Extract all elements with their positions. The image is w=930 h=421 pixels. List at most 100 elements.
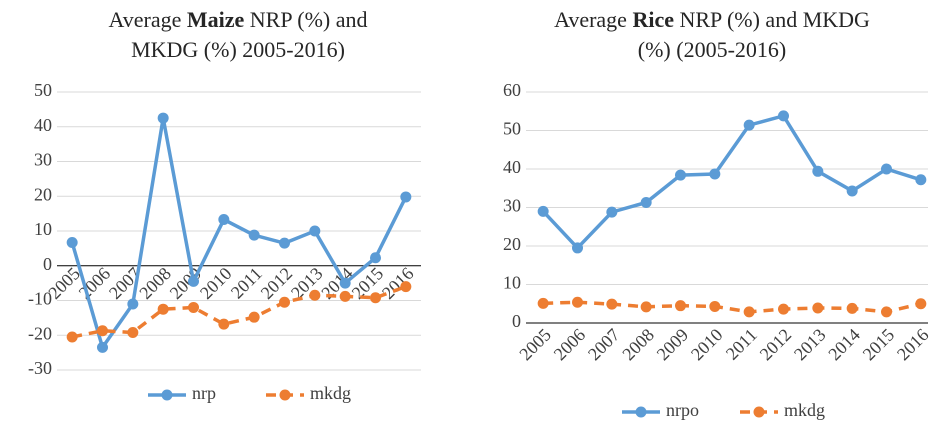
data-point [339, 290, 351, 302]
title-part: Average [108, 7, 186, 32]
chart-title: Average Maize NRP (%) and [108, 7, 367, 32]
y-tick-label: 30 [34, 150, 52, 170]
y-tick-label: 50 [34, 80, 52, 100]
y-tick-label: 0 [43, 254, 52, 274]
data-point [339, 277, 351, 289]
data-point [881, 163, 892, 175]
title-part: Maize [187, 7, 245, 32]
legend-marker [753, 406, 765, 418]
data-point [218, 214, 230, 226]
data-point [279, 237, 290, 249]
chart-title: Average Rice NRP (%) and MKDG [554, 7, 870, 32]
data-point [572, 242, 583, 254]
title-part: NRP (%) and [244, 7, 367, 32]
x-tick-label: 2016 [378, 263, 418, 303]
chart-title: (%) (2005-2016) [638, 37, 786, 62]
y-tick-label: 30 [503, 196, 521, 216]
x-tick-label: 2007 [584, 325, 624, 365]
data-point [812, 165, 824, 177]
chart-title: MKDG (%) 2005-2016) [131, 37, 345, 62]
y-tick-label: -30 [28, 358, 52, 378]
title-part: (%) (2005-2016) [638, 37, 786, 62]
data-point [812, 302, 824, 314]
title-part: Average [554, 7, 632, 32]
data-point [537, 205, 549, 217]
y-tick-label: 50 [503, 119, 521, 139]
x-tick-label: 2010 [196, 263, 236, 303]
data-point [370, 252, 381, 264]
data-point [743, 306, 755, 318]
data-point [218, 318, 230, 330]
data-point [606, 206, 618, 218]
data-point [157, 112, 169, 124]
x-tick-label: 2005 [515, 325, 555, 365]
data-point [778, 110, 789, 122]
data-point [915, 298, 927, 310]
data-point [157, 303, 169, 315]
data-point [97, 341, 108, 353]
data-point [188, 275, 199, 287]
data-point [537, 297, 549, 309]
x-tick-label: 2011 [722, 325, 761, 364]
x-tick-label: 2015 [859, 325, 899, 365]
data-point [709, 300, 721, 312]
data-point [640, 196, 652, 208]
data-point [675, 300, 686, 312]
title-part: MKDG (%) 2005-2016) [131, 37, 345, 62]
data-point [400, 281, 412, 293]
series-line [543, 300, 922, 314]
legend-marker [161, 389, 173, 401]
y-tick-label: 10 [34, 219, 52, 239]
x-tick-label: 2009 [653, 325, 693, 365]
y-tick-label: 0 [512, 311, 521, 331]
data-point [915, 174, 927, 186]
series-line [70, 117, 408, 352]
data-point [66, 236, 78, 248]
title-part: NRP (%) and MKDG [674, 7, 870, 32]
data-point [188, 301, 199, 313]
x-tick-label: 2011 [227, 263, 266, 302]
legend-marker [635, 406, 647, 418]
x-tick-label: 2016 [893, 325, 930, 365]
y-tick-label: 60 [503, 80, 521, 100]
data-point [127, 326, 139, 338]
data-point [127, 298, 139, 310]
y-tick-label: 20 [503, 234, 521, 254]
x-tick-label: 2013 [790, 325, 830, 365]
x-tick-label: 2006 [550, 325, 590, 365]
data-point [309, 289, 321, 301]
data-point [743, 119, 755, 131]
data-point [66, 331, 78, 343]
title-part: Rice [632, 7, 674, 32]
data-point [572, 296, 583, 308]
y-tick-label: 40 [503, 157, 521, 177]
data-point [309, 225, 321, 237]
x-tick-label: 2014 [824, 325, 864, 365]
x-tick-label: 2012 [257, 263, 297, 303]
x-tick-label: 2008 [618, 325, 658, 365]
legend-label: nrp [192, 383, 216, 403]
legend-label: mkdg [784, 400, 825, 420]
data-point [846, 302, 858, 314]
data-point [881, 306, 892, 318]
x-tick-label: 2008 [135, 263, 175, 303]
data-point [97, 325, 108, 337]
x-tick-label: 2010 [687, 325, 727, 365]
legend-label: mkdg [310, 383, 351, 403]
data-point [846, 185, 858, 197]
y-tick-label: 20 [34, 184, 52, 204]
data-point [675, 169, 686, 181]
y-tick-label: 40 [34, 115, 52, 135]
data-point [778, 303, 789, 315]
data-point [400, 191, 412, 203]
series-line [541, 113, 922, 251]
x-tick-label: 2012 [756, 325, 796, 365]
data-point [248, 229, 260, 241]
data-point [370, 292, 381, 304]
y-tick-label: -10 [28, 289, 52, 309]
y-tick-label: 10 [503, 273, 521, 293]
y-tick-label: -20 [28, 323, 52, 343]
data-point [709, 168, 721, 180]
data-point [248, 311, 260, 323]
